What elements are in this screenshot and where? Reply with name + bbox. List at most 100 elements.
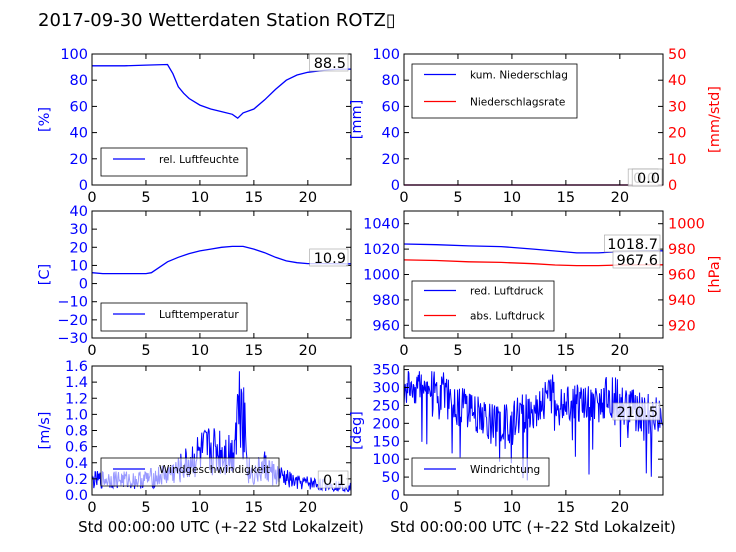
series-line-1: [403, 371, 664, 481]
y-tick-label: 40: [382, 126, 400, 142]
y-tick-label: 0.0: [65, 488, 88, 504]
legend: Windrichtung: [411, 457, 550, 487]
y-axis-label: [m/s]: [37, 412, 53, 450]
x-tick-label: 5: [453, 343, 462, 359]
y-tick-label-right: 980: [668, 242, 696, 258]
y-axis-label: [deg]: [349, 411, 365, 450]
y-tick-label-right: 50: [668, 47, 686, 63]
y-tick-label: 40: [70, 126, 88, 142]
x-tick-label: 15: [245, 343, 263, 359]
panel-1: 0 5 10 15 20 0 20 40 60 80 100 [%] rel. Luftfeuchte 8…: [37, 47, 352, 206]
y-tick-label: 1020: [363, 242, 400, 258]
y-tick-label: 0: [79, 178, 88, 194]
y-tick-label-right: 920: [668, 318, 696, 334]
y-tick-label: 100: [372, 452, 400, 468]
y-tick-label: 40: [70, 204, 88, 220]
x-tick-label: 20: [299, 343, 317, 359]
legend-box: [100, 147, 248, 177]
plot-frame: [403, 365, 664, 496]
value-annotation: 210.5: [616, 405, 658, 421]
legend-entry: Niederschlagsrate: [470, 97, 565, 109]
y-tick-label: 1040: [363, 217, 400, 233]
x-tick-label: 10: [191, 500, 209, 516]
y-tick-label-right: 960: [668, 268, 696, 284]
y-tick-label: 80: [70, 73, 88, 89]
y-tick-label: 0.4: [65, 456, 88, 472]
y-axis-label: [mm]: [349, 100, 365, 140]
y-tick-label: 1.2: [65, 391, 88, 407]
legend-entry: Lufttemperatur: [159, 309, 239, 321]
legend-box: [411, 457, 550, 487]
x-tick-label: 0: [399, 500, 408, 516]
y-tick-label: −20: [57, 313, 88, 329]
annotation-box: [317, 470, 349, 489]
x-tick-label: 10: [191, 190, 209, 206]
legend: rel. Luftfeuchte: [100, 147, 248, 177]
annotation-box: [612, 250, 661, 269]
y-tick-label: 200: [372, 416, 400, 432]
y-tick-label: 20: [382, 152, 400, 168]
legend-box: [100, 457, 280, 487]
panel-5: 0 5 10 15 20 0.00.20.40.60.81.01.21.41.6 [m/s]…: [37, 359, 352, 516]
y-tick-label: 150: [372, 434, 400, 450]
y-tick-label: −30: [57, 331, 88, 347]
legend: kum. Niederschlag Niederschlagsrate: [411, 63, 578, 119]
y-axis-label-right: [mm/std]: [707, 86, 723, 153]
y-axis-label-right: [hPa]: [707, 256, 723, 293]
y-tick-label: 0.2: [65, 472, 88, 488]
legend-box: [411, 63, 578, 119]
panel-6: 0 5 10 15 20050100150200250300350[deg]Windri…: [349, 363, 664, 516]
plot-frame: [91, 210, 352, 339]
y-tick-label-right: 940: [668, 293, 696, 309]
value-annotation: 967.6: [616, 253, 658, 269]
y-axis-label: [%]: [37, 107, 53, 132]
y-tick-label: 980: [372, 293, 400, 309]
y-tick-label-right: 30: [668, 99, 686, 115]
x-tick-label: 10: [191, 343, 209, 359]
x-tick-label: 5: [141, 500, 150, 516]
x-tick-label: 5: [453, 190, 462, 206]
legend-entry: abs. Luftdruck: [470, 311, 546, 323]
legend-entry: Windgeschwindigkeit: [159, 464, 270, 476]
y-tick-label: 1.4: [65, 375, 88, 391]
annotation-box: [612, 402, 661, 421]
plot-frame: [403, 53, 664, 186]
y-tick-label: 10: [70, 258, 88, 274]
panel-2: 0 5 10 15 20 0 20 40 60 80 100 0 10 20 30 40 50 [mm] [mm/s…: [349, 47, 723, 206]
x-tick-label: 20: [611, 500, 629, 516]
value-annotation: 10.9: [314, 251, 346, 267]
y-tick-label: 0.8: [65, 424, 88, 440]
legend: Lufttemperatur: [100, 302, 248, 332]
y-tick-label: 0: [391, 178, 400, 194]
x-tick-label: 15: [245, 500, 263, 516]
x-tick-label: 10: [503, 500, 521, 516]
x-tick-label: 10: [503, 190, 521, 206]
y-tick-label: 20: [70, 152, 88, 168]
y-tick-label-right: 1000: [668, 217, 705, 233]
legend-box: [100, 302, 248, 332]
series-line-1: [92, 63, 351, 120]
x-axis-label-left: Std 00:00:00 UTC (+-22 Std Lokalzeit): [78, 518, 364, 536]
y-tick-label: 300: [372, 381, 400, 397]
panel-4: 0 5 10 15 20 960 980 1000 1020 1040 920 940 960 980 10…: [363, 210, 723, 359]
x-tick-label: 20: [299, 190, 317, 206]
x-tick-label: 20: [299, 500, 317, 516]
y-tick-label: 50: [382, 470, 400, 486]
y-tick-label: 0.6: [65, 440, 88, 456]
y-tick-label: 1.0: [65, 407, 88, 423]
y-tick-label-right: 0: [668, 178, 677, 194]
x-tick-label: 0: [399, 190, 408, 206]
y-tick-label: 1.6: [65, 359, 88, 375]
y-tick-label-right: 10: [668, 152, 686, 168]
figure-title: 2017-09-30 Wetterdaten Station ROTZ▯: [38, 10, 396, 31]
x-tick-label: 10: [503, 343, 521, 359]
x-tick-label: 15: [557, 343, 575, 359]
x-tick-label: 15: [245, 190, 263, 206]
y-tick-label: 250: [372, 398, 400, 414]
y-tick-label: 20: [70, 240, 88, 256]
value-annotation: 88.5: [314, 56, 346, 72]
y-tick-label: 60: [70, 99, 88, 115]
legend-entry: Windrichtung: [470, 464, 540, 476]
value-annotation: 0.0: [637, 171, 660, 187]
y-tick-label: 60: [382, 99, 400, 115]
